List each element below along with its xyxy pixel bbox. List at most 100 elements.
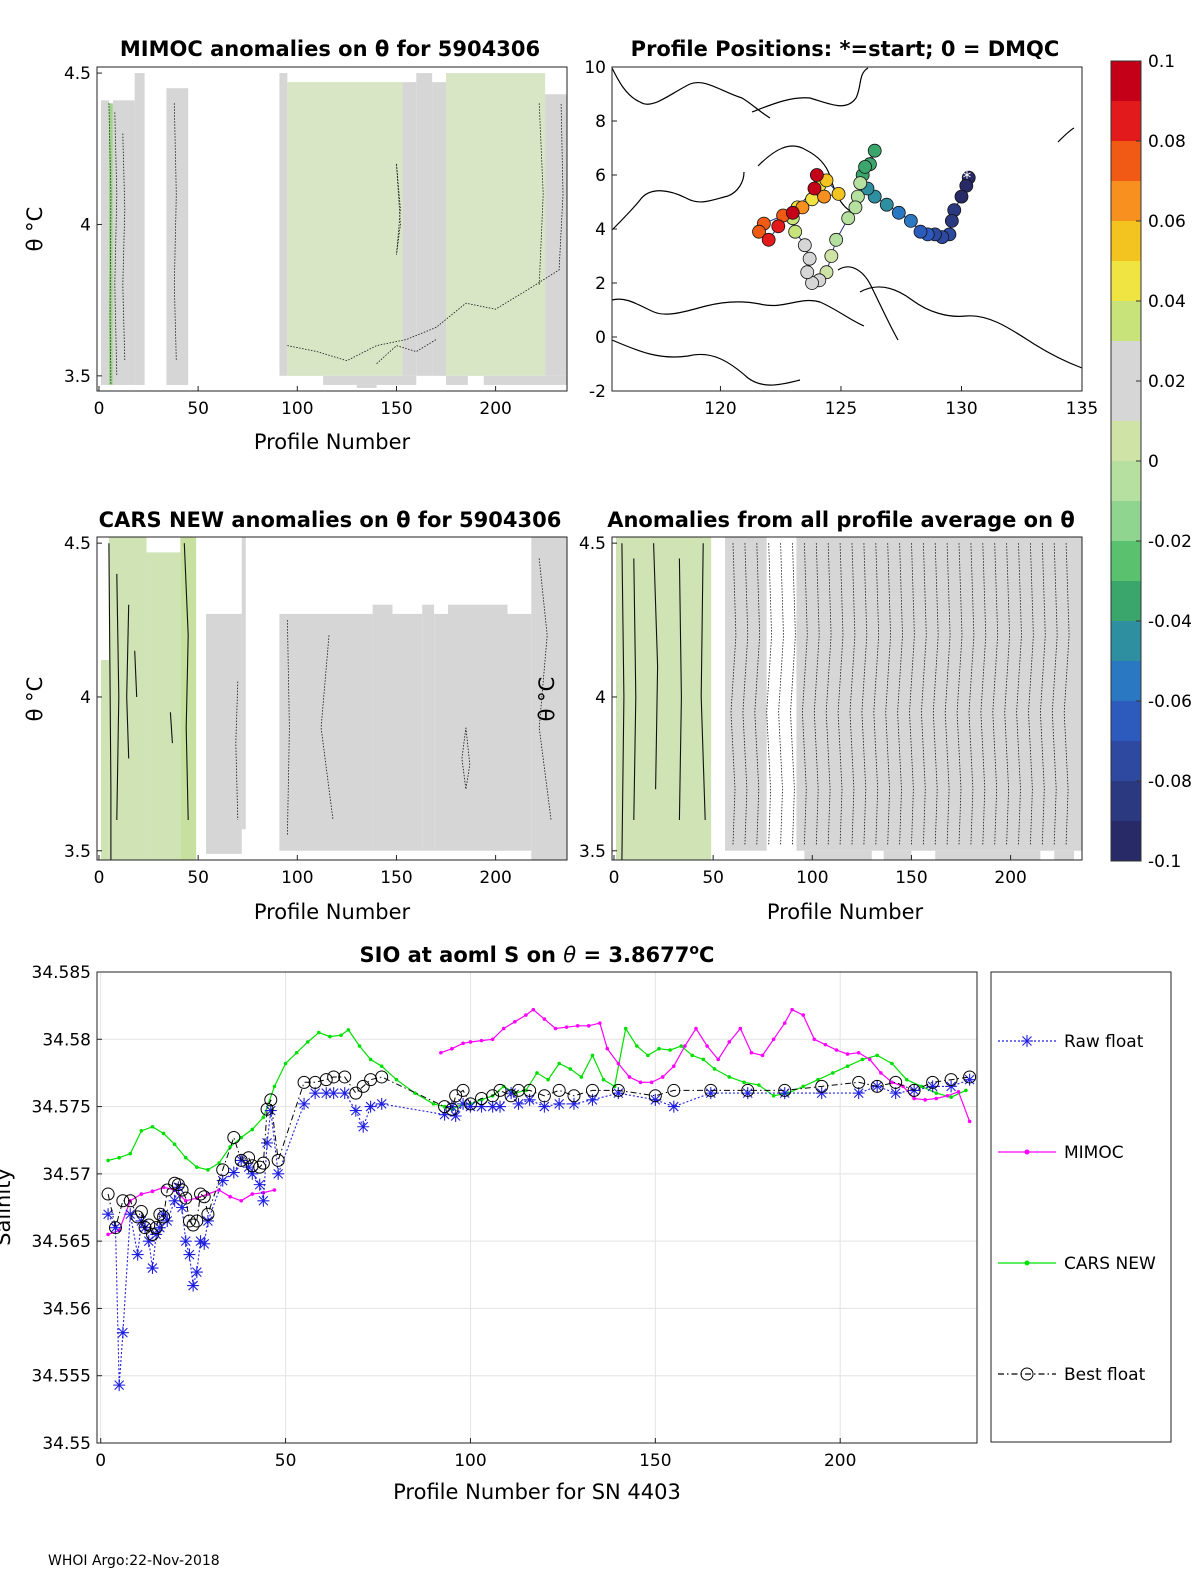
data-point: [190, 1214, 204, 1228]
colorbar: 0.1 0.08 0.06 0.04 0.02 0 -0.02 -0.04 -0.06 -0.08…: [1110, 52, 1192, 872]
contour-line: [126, 604, 130, 759]
data-point: [852, 1075, 866, 1089]
colorbar-band: [1111, 581, 1141, 621]
average-y-ticks: 3.5 4 4.5: [579, 534, 617, 862]
data-point: [712, 1067, 717, 1071]
salinity-x-tick-label: 100: [454, 1451, 486, 1471]
cars-y-axis-label: θ °C: [23, 677, 47, 722]
data-point: [704, 1087, 717, 1100]
data-point: [356, 1079, 370, 1093]
data-point: [956, 1089, 961, 1094]
data-point: [160, 1183, 174, 1197]
colorbar-band: [1111, 381, 1141, 421]
anomaly-cell: [100, 100, 109, 385]
anomaly-cell: [392, 613, 423, 851]
data-point: [309, 1087, 322, 1100]
anomaly-cell: [356, 384, 377, 388]
data-point: [760, 1053, 765, 1058]
profile-position-marker: [913, 224, 928, 239]
data-point: [701, 1057, 706, 1062]
contour-line: [909, 543, 915, 845]
average-contours: [621, 543, 1070, 861]
colorbar-tick-label: -0.1: [1148, 852, 1181, 872]
colorbar-band: [1111, 421, 1141, 461]
data-point: [815, 1087, 828, 1100]
cars-x-ticks: 0 50 100 150 200: [94, 855, 512, 888]
colorbar-band: [1111, 541, 1141, 581]
data-point: [246, 1167, 259, 1180]
map-title: Profile Positions: *=start; 0 = DMQC: [631, 37, 1060, 61]
mimoc-y-tick-label: 3.5: [64, 367, 91, 387]
data-point: [523, 1093, 536, 1106]
mimoc-contours: [108, 103, 564, 385]
colorbar-tick-label: -0.06: [1148, 692, 1192, 712]
colorbar-tick-label: -0.02: [1148, 532, 1192, 552]
anomaly-cell: [372, 604, 393, 851]
data-point: [138, 1221, 152, 1235]
cars-x-tick-label: 100: [281, 868, 313, 888]
data-point: [438, 1100, 452, 1114]
profile-position-marker: [797, 238, 812, 253]
salinity-series: [101, 1007, 977, 1392]
legend-frame: [990, 971, 1172, 1443]
data-point: [538, 1100, 551, 1113]
contour-line: [1016, 543, 1022, 845]
data-point: [150, 1124, 155, 1129]
mimoc-x-ticks: 0 50 100 150 200: [94, 386, 512, 419]
contour-line: [287, 103, 564, 362]
data-point: [646, 1053, 650, 1058]
anomaly-cell: [1054, 850, 1075, 860]
coastline: [611, 67, 1083, 386]
salinity-plot-area: [97, 972, 977, 1443]
anomaly-cell: [448, 604, 508, 851]
contour-line: [538, 103, 544, 286]
contour-line: [1063, 543, 1070, 845]
data-point: [106, 1158, 110, 1163]
contour-line: [932, 543, 939, 845]
data-point: [375, 1070, 389, 1084]
data-point: [439, 1050, 443, 1055]
contour-line: [633, 558, 637, 821]
data-point: [183, 1248, 196, 1261]
data-point: [967, 1119, 972, 1124]
data-point: [568, 1067, 573, 1071]
data-point: [338, 1070, 352, 1084]
colorbar-tick-label: 0.06: [1148, 212, 1186, 232]
data-point: [668, 1048, 672, 1052]
anomaly-cell: [416, 73, 433, 376]
mimoc-plot-frame: [96, 66, 568, 392]
contour-line: [992, 543, 999, 845]
data-point: [553, 1097, 566, 1110]
colorbar-band: [1111, 101, 1141, 141]
cars-x-tick-label: 0: [94, 868, 105, 888]
data-point: [442, 1104, 447, 1109]
contour-line: [621, 543, 625, 861]
data-point: [264, 1093, 278, 1107]
data-point: [605, 1046, 610, 1051]
map-y-tick-label: 6: [595, 166, 606, 186]
contour-line: [320, 635, 334, 821]
profile-position-marker: [771, 219, 786, 234]
salinity-x-tick-label: 0: [95, 1451, 106, 1471]
data-point: [116, 1194, 130, 1208]
data-point: [771, 1037, 776, 1042]
mimoc-x-tick-label: 50: [187, 399, 209, 419]
profile-position-marker: [829, 232, 844, 247]
data-point: [257, 1194, 270, 1207]
coastline-north: [751, 67, 869, 113]
anomaly-cell: [432, 82, 447, 376]
data-point: [228, 1145, 232, 1149]
mimoc-y-tick-label: 4: [80, 215, 91, 235]
anomaly-cell: [935, 850, 1041, 860]
data-point: [190, 1266, 203, 1279]
data-point: [505, 1087, 518, 1100]
data-point: [113, 1379, 126, 1392]
map-y-tick-label: 10: [584, 58, 606, 78]
anomaly-cell: [287, 82, 403, 376]
data-point: [513, 1019, 517, 1024]
data-point: [531, 1007, 536, 1012]
legend-marker: [1021, 1035, 1033, 1047]
colorbar-band: [1111, 661, 1141, 701]
data-point: [256, 1156, 270, 1170]
salinity-x-tick-label: 150: [639, 1451, 671, 1471]
